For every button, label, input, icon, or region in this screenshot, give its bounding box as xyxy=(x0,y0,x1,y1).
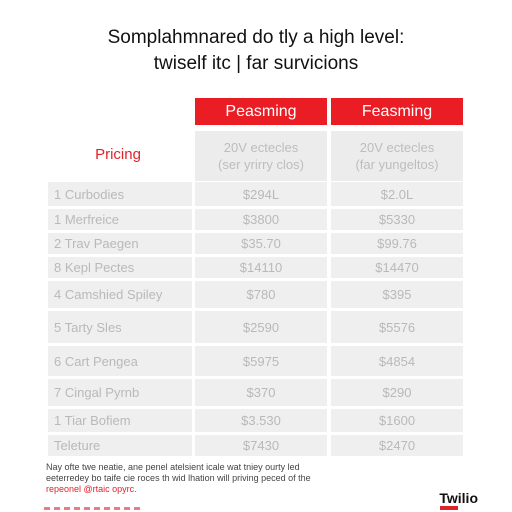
footnote: Nay ofte twe neatie, ane penel atelsient… xyxy=(46,462,386,495)
price-b: $5330 xyxy=(331,209,463,230)
table-row: 2 Trav Paegen $35.70 $99.76 xyxy=(48,233,463,254)
row-label: 1 Curbodies xyxy=(48,182,192,206)
plan-header-b: Feasming xyxy=(331,98,463,125)
price-b: $1600 xyxy=(331,409,463,432)
price-a: $3800 xyxy=(195,209,327,230)
table-row: 5 Tarty Sles $2590 $5576 xyxy=(48,311,463,343)
price-a: $370 xyxy=(195,379,327,406)
row-label: 6 Cart Pengea xyxy=(48,346,192,376)
table-row: 4 Camshied Spiley $780 $395 xyxy=(48,281,463,308)
page-subtitle: twiself itc | far survicions xyxy=(153,53,359,74)
price-b: $2.0L xyxy=(331,182,463,206)
footnote-line: eeterredey bo taife cie roces th wid lha… xyxy=(46,473,311,483)
footnote-line: repeonel @rtaic opyrc. xyxy=(46,484,137,494)
footnote-line: Nay ofte twe neatie, ane penel atelsient… xyxy=(46,462,300,472)
decorative-stripe xyxy=(44,507,144,510)
pricing-table: 1 Curbodies $294L $2.0L 1 Merfreice $380… xyxy=(48,182,463,459)
logo-accent-bar xyxy=(440,506,458,510)
price-a: $35.70 xyxy=(195,233,327,254)
price-b: $99.76 xyxy=(331,233,463,254)
price-b: $14470 xyxy=(331,257,463,278)
price-b: $290 xyxy=(331,379,463,406)
table-row: Teleture $7430 $2470 xyxy=(48,435,463,456)
price-a: $5975 xyxy=(195,346,327,376)
price-a: $7430 xyxy=(195,435,327,456)
brand-logo: Twilio xyxy=(439,490,478,506)
table-row: 1 Tiar Bofiem $3.530 $1600 xyxy=(48,409,463,432)
price-a: $14110 xyxy=(195,257,327,278)
plan-desc-line: 20V ectecles xyxy=(359,140,435,155)
price-b: $5576 xyxy=(331,311,463,343)
row-label: 1 Tiar Bofiem xyxy=(48,409,192,432)
plan-desc-line: 20V ectecles xyxy=(223,140,299,155)
price-a: $780 xyxy=(195,281,327,308)
plan-description-b: 20V ectecles (far yungeltos) xyxy=(331,131,463,181)
plan-desc-line: (far yungeltos) xyxy=(355,157,439,172)
plan-desc-line: (ser yrirry clos) xyxy=(218,157,304,172)
plan-description-a: 20V ectecles (ser yrirry clos) xyxy=(195,131,327,181)
plan-header-a: Peasming xyxy=(195,98,327,125)
row-label: 5 Tarty Sles xyxy=(48,311,192,343)
table-row: 1 Curbodies $294L $2.0L xyxy=(48,182,463,206)
table-row: 8 Kepl Pectes $14110 $14470 xyxy=(48,257,463,278)
row-label: 1 Merfreice xyxy=(48,209,192,230)
price-b: $2470 xyxy=(331,435,463,456)
table-row: 7 Cingal Pyrnb $370 $290 xyxy=(48,379,463,406)
price-a: $294L xyxy=(195,182,327,206)
row-label: 8 Kepl Pectes xyxy=(48,257,192,278)
pricing-label: Pricing xyxy=(95,146,141,163)
price-b: $4854 xyxy=(331,346,463,376)
row-label: 2 Trav Paegen xyxy=(48,233,192,254)
table-row: 1 Merfreice $3800 $5330 xyxy=(48,209,463,230)
price-a: $2590 xyxy=(195,311,327,343)
row-label: 7 Cingal Pyrnb xyxy=(48,379,192,406)
row-label: 4 Camshied Spiley xyxy=(48,281,192,308)
page-title: Somplahmnared do tly a high level: xyxy=(107,27,405,48)
price-b: $395 xyxy=(331,281,463,308)
price-a: $3.530 xyxy=(195,409,327,432)
table-row: 6 Cart Pengea $5975 $4854 xyxy=(48,346,463,376)
row-label: Teleture xyxy=(48,435,192,456)
